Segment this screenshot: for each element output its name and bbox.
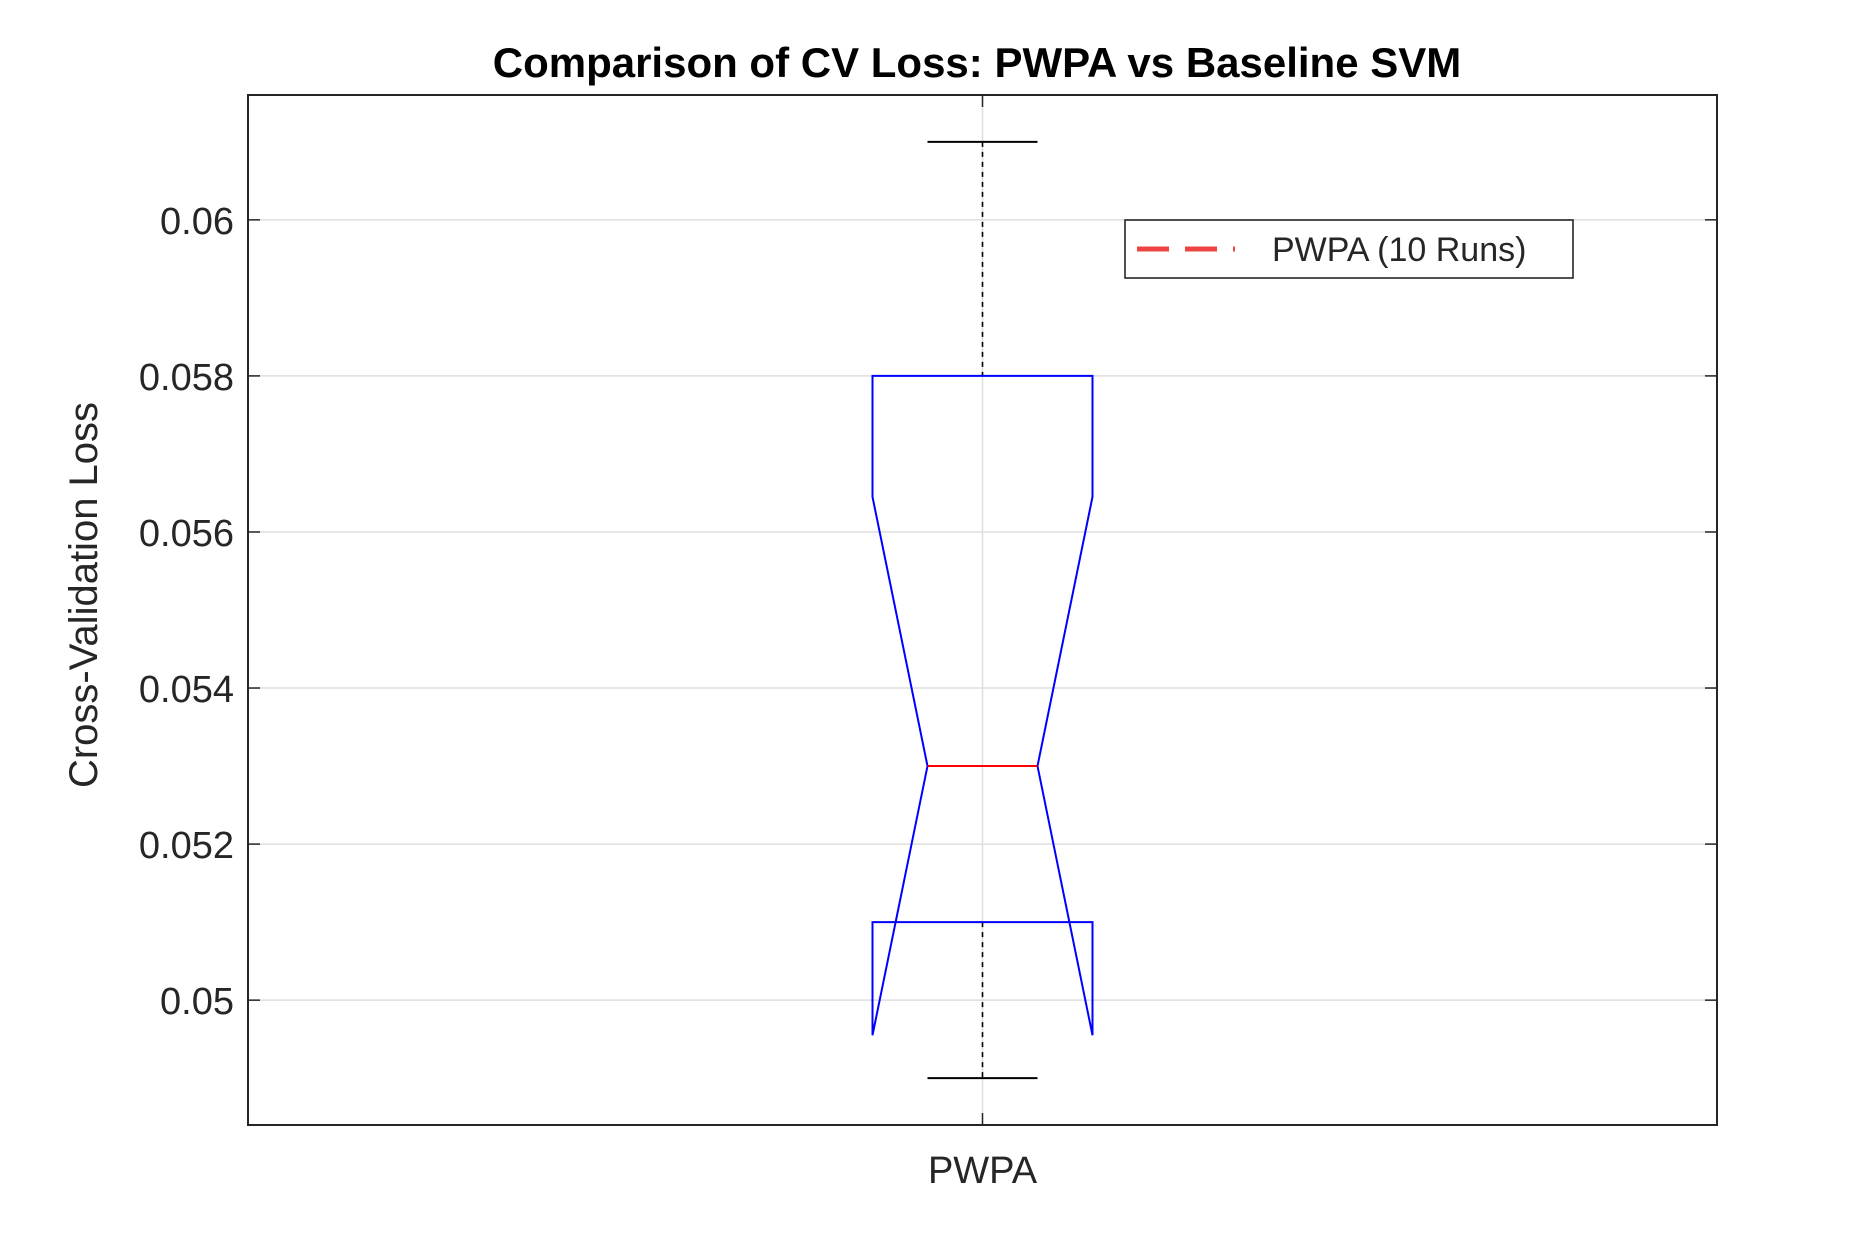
plot-area: 0.05 0.052 0.054 0.056 0.058 0.06 PWPA PWPA (10…: [139, 94, 1718, 1192]
chart-title: Comparison of CV Loss: PWPA vs Baseline …: [493, 39, 1462, 86]
y-tick-label: 0.056: [139, 513, 234, 555]
y-tick-label: 0.06: [160, 201, 234, 243]
box-outline: [871, 374, 1094, 1036]
x-tick-label: PWPA: [928, 1150, 1038, 1192]
y-axis-label: Cross-Validation Loss: [62, 402, 106, 788]
legend-label: PWPA (10 Runs): [1272, 231, 1526, 269]
y-tick-label: 0.052: [139, 825, 234, 867]
axes-frame: [247, 94, 1718, 1126]
y-tick-label: 0.05: [160, 981, 234, 1023]
y-tick-label: 0.058: [139, 357, 234, 399]
legend: PWPA (10 Runs): [1124, 219, 1574, 279]
y-tick-label: 0.054: [139, 669, 234, 711]
